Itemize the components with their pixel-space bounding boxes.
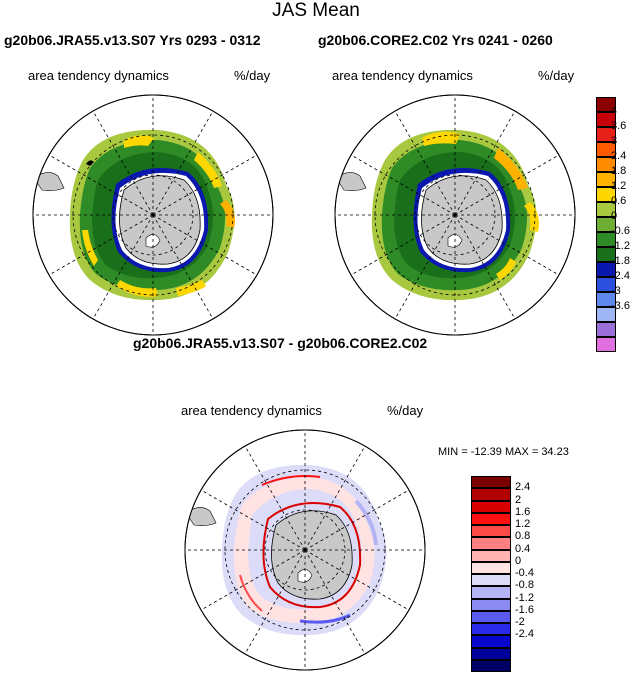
colorbar-diff-swatch — [471, 476, 511, 489]
field-label-diff: area tendency dynamics — [181, 403, 322, 418]
colorbar-diff-tick-label: 2.4 — [515, 481, 531, 494]
colorbar-top-tick-label: 0 — [611, 210, 618, 222]
units-label-core2: %/day — [538, 68, 575, 83]
units-label-diff: %/day — [387, 403, 424, 418]
colorbar-top-swatch — [596, 247, 616, 262]
colorbar-top: 4 3.6 3 2.4 1.8 1.2 0.6 0 -0.6 -1.2 -1.8 -2.4 -3 -3.6 — [596, 97, 630, 352]
colorbar-diff-tick-label: -0.4 — [515, 567, 534, 579]
colorbar-top-swatch — [596, 187, 616, 202]
colorbar-diff-swatch — [471, 647, 511, 660]
colorbar-top-tick-label: 4 — [611, 105, 618, 117]
colorbar-top-swatch — [596, 127, 616, 142]
colorbar-top-swatch — [596, 322, 616, 337]
colorbar-top-swatch — [596, 277, 616, 292]
colorbar-diff-swatch — [471, 574, 511, 587]
colorbar-top-tick-label: -0.6 — [611, 225, 630, 237]
colorbar-top-tick-label: 1.8 — [611, 165, 627, 177]
colorbar-top-tick-label: -1.2 — [611, 240, 630, 252]
colorbar-top-tick-label: 0.6 — [611, 195, 627, 207]
colorbar-diff-tick-label: -0.8 — [515, 579, 534, 592]
colorbar-diff-swatch — [471, 635, 511, 648]
colorbar-top-swatch — [596, 172, 616, 187]
colorbar-diff-tick-label: -2.4 — [515, 628, 534, 641]
map-difference — [184, 429, 426, 671]
colorbar-top-swatch — [596, 97, 616, 112]
colorbar-top-swatch — [596, 112, 616, 127]
colorbar-diff-swatch — [471, 659, 511, 672]
colorbar-diff-tick-label: -2 — [515, 616, 525, 628]
colorbar-diff-swatch — [471, 586, 511, 599]
colorbar-top-tick-label: -2.4 — [611, 270, 630, 282]
colorbar-diff-swatch — [471, 488, 511, 501]
colorbar-top-tick-label: 3.6 — [611, 120, 627, 132]
panel-title-core2: g20b06.CORE2.C02 Yrs 0241 - 0260 — [318, 32, 553, 48]
page-title: JAS Mean — [272, 0, 360, 21]
map-jra55 — [32, 94, 274, 336]
colorbar-top-tick-label: -3 — [611, 285, 621, 297]
colorbar-diff-tick-label: 0.4 — [515, 542, 531, 555]
colorbar-top-swatch — [596, 202, 616, 217]
colorbar-top-swatch — [596, 292, 616, 307]
field-label-core2: area tendency dynamics — [332, 68, 473, 83]
colorbar-top-swatch — [596, 337, 616, 352]
colorbar-diff-swatch — [471, 598, 511, 611]
colorbar-top-tick-label: 1.2 — [611, 180, 627, 192]
panel-title-diff: g20b06.JRA55.v13.S07 - g20b06.CORE2.C02 — [133, 335, 428, 351]
field-label-jra55: area tendency dynamics — [28, 68, 169, 83]
colorbar-diff-swatch — [471, 561, 511, 574]
colorbar-diff-swatch — [471, 525, 511, 538]
colorbar-diff-swatch — [471, 512, 511, 525]
colorbar-diff-tick-label: 1.2 — [515, 518, 531, 530]
colorbar-top-swatch — [596, 142, 616, 157]
min-max-stats: MIN = -12.39 MAX = 34.23 — [438, 446, 569, 458]
colorbar-top-tick-label: -3.6 — [611, 300, 630, 312]
colorbar-top-swatch — [596, 307, 616, 322]
colorbar-diff-swatch — [471, 500, 511, 513]
colorbar-top-swatch — [596, 262, 616, 277]
panel-title-jra55: g20b06.JRA55.v13.S07 Yrs 0293 - 0312 — [4, 32, 261, 48]
colorbar-diff-tick-label: 2 — [515, 493, 522, 506]
colorbar-diff-tick-label: 0.8 — [515, 530, 531, 543]
colorbar-top-tick-label: 3 — [611, 135, 618, 147]
colorbar-diff-swatch — [471, 549, 511, 562]
colorbar-top-swatch — [596, 232, 616, 247]
graticule — [185, 430, 425, 670]
colorbar-diff-tick-label: -1.2 — [515, 591, 534, 604]
colorbar-diff-tick-label: -1.6 — [515, 603, 534, 616]
colorbar-top-tick-label: 2.4 — [611, 150, 627, 162]
colorbar-top-swatch — [596, 217, 616, 232]
colorbar-diff-tick-label: 1.6 — [515, 505, 531, 518]
colorbar-diff-tick-label: 0 — [515, 554, 522, 567]
graticule — [33, 95, 273, 335]
colorbar-top-tick-label: -1.8 — [611, 255, 630, 267]
colorbar-diff-swatch — [471, 537, 511, 550]
colorbar-diff-swatch — [471, 623, 511, 636]
units-label-jra55: %/day — [234, 68, 271, 83]
colorbar-diff-swatch — [471, 610, 511, 623]
graticule — [335, 95, 575, 335]
colorbar-difference: 2.4 2 1.6 1.2 0.8 0.4 0 -0.4 -0.8 -1.2 -1.6 -2 -2.4 — [471, 476, 534, 672]
colorbar-top-swatch — [596, 157, 616, 172]
map-core2 — [334, 94, 576, 336]
